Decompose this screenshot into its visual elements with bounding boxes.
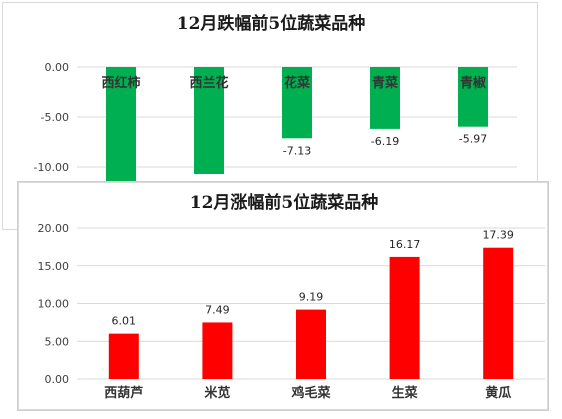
bar [370, 67, 400, 129]
bar [389, 256, 420, 379]
data-label: -6.19 [371, 135, 399, 148]
data-label: 17.39 [482, 229, 514, 242]
y-tick-label: 5.00 [45, 335, 70, 348]
data-label: -5.97 [459, 133, 487, 146]
bar [296, 309, 326, 379]
bar [202, 322, 233, 379]
bar [483, 247, 514, 379]
y-tick-label: 20.00 [38, 222, 70, 235]
y-tick-label: 0.00 [45, 373, 70, 386]
bar [108, 333, 139, 379]
category-label: 青椒 [460, 75, 486, 91]
y-tick-label: 15.00 [38, 260, 70, 273]
category-label: 黄瓜 [485, 385, 511, 401]
decline-chart: 12月跌幅前5位蔬菜品种 0.00 -5.00 -10.00 西红柿 西兰花 -7.13 花菜… [34, 13, 517, 186]
bar [458, 67, 488, 127]
category-label: 生菜 [392, 385, 418, 401]
category-label: 鸡毛菜 [290, 385, 330, 401]
data-label: -7.13 [283, 144, 311, 157]
bar [194, 67, 224, 174]
rise-chart-panel: 12月涨幅前5位蔬菜品种 0.00 5.00 10.00 15.00 20.00 6.01 西… [18, 182, 548, 410]
category-label: 西葫芦 [104, 385, 143, 401]
chart-title: 12月跌幅前5位蔬菜品种 [177, 13, 366, 34]
data-label: 6.01 [112, 315, 137, 328]
y-tick-label: 10.00 [38, 298, 70, 311]
y-tick-label: -5.00 [41, 111, 69, 124]
category-label: 花菜 [284, 75, 310, 91]
category-label: 米苋 [204, 385, 230, 401]
chart-title: 12月涨幅前5位蔬菜品种 [190, 192, 379, 213]
rise-chart: 12月涨幅前5位蔬菜品种 0.00 5.00 10.00 15.00 20.00 6.01 西… [38, 192, 545, 401]
category-label: 西兰花 [189, 75, 228, 91]
data-label: 9.19 [299, 291, 324, 304]
data-label: 16.17 [389, 238, 421, 251]
y-tick-label: -10.00 [34, 161, 69, 174]
data-label: 7.49 [205, 303, 230, 316]
category-label: 青菜 [372, 75, 398, 91]
bar [106, 67, 136, 186]
category-label: 西红柿 [101, 75, 140, 91]
bar [282, 67, 312, 139]
y-tick-label: 0.00 [45, 61, 70, 74]
